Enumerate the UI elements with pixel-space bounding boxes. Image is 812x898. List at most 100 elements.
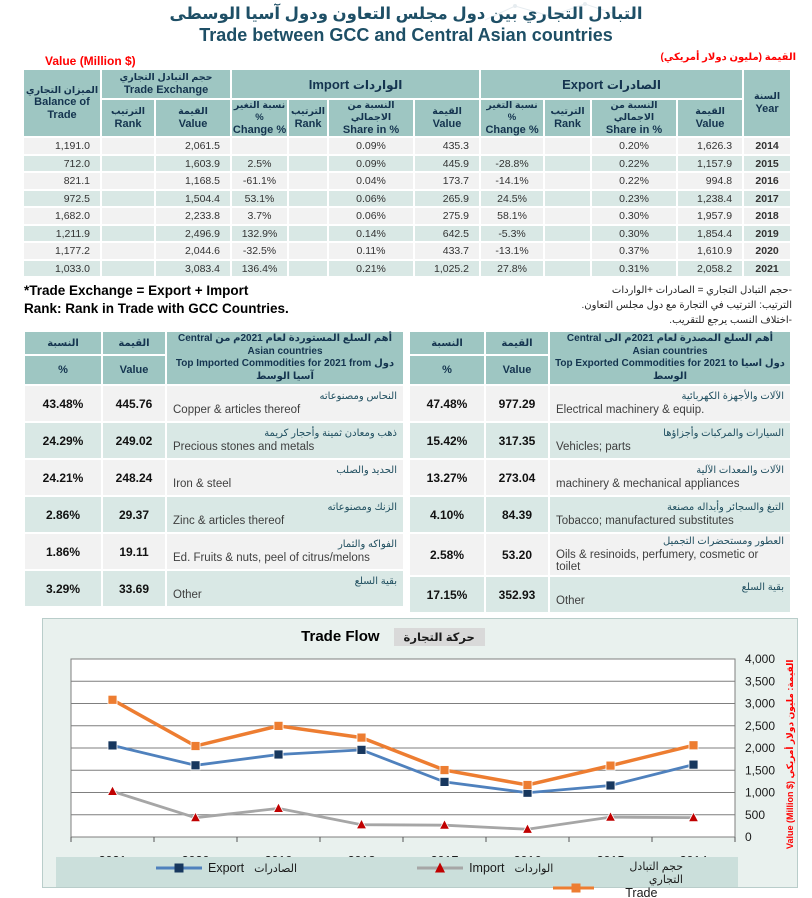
commodity-percent-cell: 15.42%	[410, 423, 484, 458]
commodity-name-arabic: الآلات والأجهزة الكهربائية	[681, 391, 784, 402]
commodity-name-english: Tobacco; manufactured substitutes	[556, 515, 734, 527]
commodity-name-english: Ed. Fruits & nuts, peel of citrus/melons	[173, 552, 370, 564]
y-axis-tick-label: 0	[745, 830, 752, 844]
commodity-value-cell: 53.20	[486, 534, 548, 575]
imp_change-cell: 136.4%	[232, 260, 288, 277]
y-axis-tick-label: 2,500	[745, 719, 775, 733]
te_rank-cell	[102, 260, 154, 277]
balance-cell: 1,682.0	[24, 208, 100, 224]
table-row-2020: 1,177.2 2,044.6 -32.5% 0.11% 433.7 -13.1% 0.37…	[24, 243, 791, 259]
table-row-2015: 712.0 1,603.9 2.5% 0.09% 445.9 -28.8% 0.22% 1,1…	[24, 155, 791, 172]
commodity-value-cell: 33.69	[103, 571, 165, 606]
year-cell: 2017	[744, 190, 791, 207]
legend-marker-trade-exchange-icon	[553, 883, 594, 893]
import-row-1: 24.29% 249.02 ذهب ومعادن ثمينة وأحجار كريم…	[25, 423, 403, 458]
commodity-percent-cell: 47.48%	[410, 386, 484, 421]
table-row-2017: 972.5 1,504.4 53.1% 0.06% 265.9 24.5% 0.23% 1,2…	[24, 190, 791, 207]
marker-Export	[190, 760, 201, 771]
imp_value-cell: 445.9	[415, 155, 480, 172]
imp_rank-cell	[289, 173, 328, 189]
imp_share-cell: 0.09%	[329, 138, 414, 154]
exp_value-cell: 1,610.9	[678, 243, 743, 259]
decorative-network-graphic	[484, 2, 616, 21]
column-header-2: نسبة التغير % Change %	[232, 100, 288, 137]
marker-Export	[688, 759, 699, 770]
imp_share-cell: 0.06%	[329, 190, 414, 207]
commodity-value-cell: 352.93	[486, 577, 548, 612]
commodity-value-cell: 977.29	[486, 386, 548, 421]
imports-value-header-en: Value	[103, 356, 165, 384]
series-line-Trade Exchange	[111, 698, 694, 787]
exp_rank-cell	[545, 260, 591, 277]
column-header-0: الترتيب Rank	[102, 100, 154, 137]
export-row-4: 2.58% 53.20 العطور ومستحضرات التجميل Oils &…	[410, 534, 790, 575]
te_value-cell: 2,233.8	[156, 208, 231, 224]
marker-Trade Exchange	[273, 720, 284, 731]
te_value-cell: 2,061.5	[156, 138, 231, 154]
commodity-name-arabic: بقية السلع	[354, 576, 397, 587]
commodity-name-cell: الآلات والمعدات الآلية machinery & mechan…	[550, 460, 790, 495]
year-cell: 2016	[744, 173, 791, 189]
exp_value-cell: 1,157.9	[678, 155, 743, 172]
footnote-trade-exchange: *Trade Exchange = Export + Import	[24, 283, 249, 298]
imp_change-cell: 53.1%	[232, 190, 288, 207]
commodity-value-cell: 84.39	[486, 497, 548, 532]
imp_value-cell: 173.7	[415, 173, 480, 189]
exports-pct-header-en: %	[410, 356, 484, 384]
legend-label-export-arabic: الصادرات	[254, 862, 298, 875]
export-row-5: 17.15% 352.93 بقية السلع Other	[410, 577, 790, 612]
y-axis-tick-label: 1,500	[745, 763, 775, 777]
commodity-name-arabic: الحديد والصلب	[336, 465, 397, 476]
te_rank-cell	[102, 243, 154, 259]
exports-value-header-ar: القيمة	[486, 332, 548, 355]
exp_change-cell: -13.1%	[481, 243, 544, 259]
table-row-2016: 821.1 1,168.5 -61.1% 0.04% 173.7 -14.1% 0.22% 9…	[24, 173, 791, 189]
exports-pct-header-ar: النسبة	[410, 332, 484, 355]
commodity-name-arabic: الآلات والمعدات الآلية	[696, 465, 784, 476]
imp_rank-cell	[289, 243, 328, 259]
te_value-cell: 3,083.4	[156, 260, 231, 277]
year-cell: 2018	[744, 208, 791, 224]
exp_change-cell: -14.1%	[481, 173, 544, 189]
te_rank-cell	[102, 155, 154, 172]
commodity-name-english: Precious stones and metals	[173, 441, 315, 453]
commodity-name-cell: الزنك ومصنوعاته Zinc & articles thereof	[167, 497, 403, 532]
column-header-4: النسبة من الاجمالي Share in %	[329, 100, 414, 137]
commodity-name-cell: الفواكه والثمار Ed. Fruits & nuts, peel o…	[167, 534, 403, 569]
marker-Import	[438, 818, 451, 830]
series-line-Import	[112, 790, 694, 831]
exp_rank-cell	[545, 173, 591, 189]
commodity-percent-cell: 2.86%	[25, 497, 101, 532]
chart-title-english: Trade Flow	[301, 628, 380, 645]
exp_share-cell: 0.30%	[592, 225, 677, 242]
imp_share-cell: 0.14%	[329, 225, 414, 242]
exp_share-cell: 0.30%	[592, 208, 677, 224]
table-row-2021: 1,033.0 3,083.4 136.4% 0.21% 1,025.2 27.8% 0.3…	[24, 260, 791, 277]
commodity-name-arabic: النحاس ومصنوعاته	[319, 391, 397, 402]
exp_value-cell: 1,238.4	[678, 190, 743, 207]
trade-flow-chart: Trade Flow حركة التجارة 0 500 1,000 1,500 2,0…	[42, 618, 798, 898]
year-cell: 2020	[744, 243, 791, 259]
marker-Export	[356, 744, 367, 755]
commodity-name-cell: العطور ومستحضرات التجميل Oils & resinoids…	[550, 534, 790, 575]
marker-Import	[687, 811, 700, 823]
column-header-9: القيمة Value	[678, 100, 743, 137]
exp_share-cell: 0.20%	[592, 138, 677, 154]
exp_share-cell: 0.23%	[592, 190, 677, 207]
marker-Trade Exchange	[356, 732, 367, 743]
export-row-0: 47.48% 977.29 الآلات والأجهزة الكهربائية El…	[410, 386, 790, 421]
column-header-6: نسبة التغير % Change %	[481, 100, 544, 137]
commodity-name-cell: السيارات والمركبات وأجزاؤها Vehicles; par…	[550, 423, 790, 458]
imp_value-cell: 1,025.2	[415, 260, 480, 277]
te_rank-cell	[102, 173, 154, 189]
export-row-2: 13.27% 273.04 الآلات والمعدات الآلية machin…	[410, 460, 790, 495]
commodity-name-arabic: الفواكه والثمار	[337, 539, 397, 550]
marker-Trade Exchange	[605, 760, 616, 771]
imp_share-cell: 0.21%	[329, 260, 414, 277]
top-imported-commodities-table: النسبة القيمة أهم السلع المستوردة لعام 2…	[23, 330, 405, 608]
imports-pct-header-ar: النسبة	[25, 332, 101, 355]
y-axis-tick-label: 500	[745, 808, 765, 822]
chart-title-arabic: حركة التجارة	[393, 628, 485, 646]
imports-pct-header-en: %	[25, 356, 101, 384]
